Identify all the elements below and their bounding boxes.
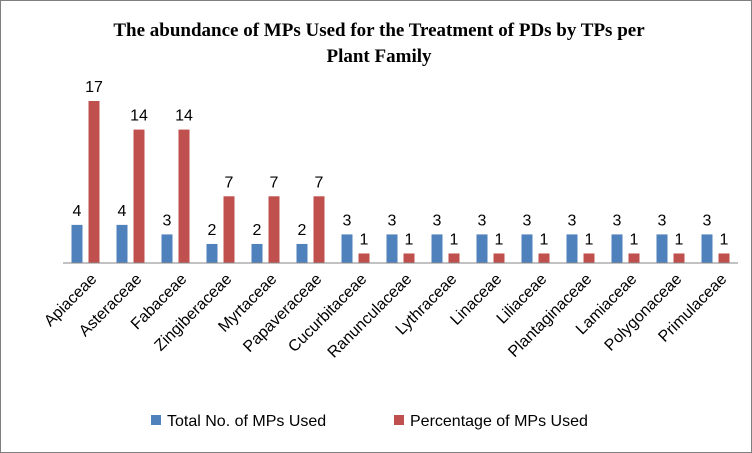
bar-percentage-of-mps-used-papaveraceae	[313, 196, 325, 263]
data-label-percentage-of-mps-used-asteraceae: 14	[130, 108, 148, 125]
data-label-percentage-of-mps-used-lamiaceae: 1	[630, 231, 639, 248]
data-label-percentage-of-mps-used-liliaceae: 1	[540, 231, 549, 248]
data-label-total-no-of-mps-used-liliaceae: 3	[523, 212, 532, 229]
bar-total-no-of-mps-used-fabaceae	[161, 234, 173, 263]
bar-total-no-of-mps-used-linaceae	[476, 234, 488, 263]
category-label-plantaginaceae: Plantaginaceae	[505, 271, 595, 361]
bar-total-no-of-mps-used-zingiberaceae	[206, 243, 218, 263]
bar-total-no-of-mps-used-apiaceae	[71, 224, 83, 263]
data-label-percentage-of-mps-used-plantaginaceae: 1	[585, 231, 594, 248]
data-label-total-no-of-mps-used-papaveraceae: 2	[298, 222, 307, 239]
category-label-cucurbitaceae: Cucurbitaceae	[285, 271, 370, 356]
data-label-total-no-of-mps-used-apiaceae: 4	[73, 203, 82, 220]
data-label-total-no-of-mps-used-lamiaceae: 3	[613, 212, 622, 229]
category-label-polygonaceae: Polygonaceae	[602, 271, 686, 355]
chart-title-line-2: Plant Family	[326, 46, 432, 67]
bar-percentage-of-mps-used-cucurbitaceae	[358, 253, 370, 263]
bar-total-no-of-mps-used-plantaginaceae	[566, 234, 578, 263]
data-label-percentage-of-mps-used-polygonaceae: 1	[675, 231, 684, 248]
legend-label-percentage-of-mps-used: Percentage of MPs Used	[410, 413, 588, 430]
bar-percentage-of-mps-used-polygonaceae	[673, 253, 685, 263]
data-label-percentage-of-mps-used-lythraceae: 1	[450, 231, 459, 248]
data-label-total-no-of-mps-used-myrtaceae: 2	[253, 222, 262, 239]
bar-total-no-of-mps-used-polygonaceae	[656, 234, 668, 263]
chart-title-line-1: The abundance of MPs Used for the Treatm…	[113, 20, 645, 41]
data-label-total-no-of-mps-used-lythraceae: 3	[433, 212, 442, 229]
data-label-percentage-of-mps-used-myrtaceae: 7	[270, 174, 279, 191]
bar-percentage-of-mps-used-plantaginaceae	[583, 253, 595, 263]
bar-percentage-of-mps-used-primulaceae	[718, 253, 730, 263]
data-label-percentage-of-mps-used-ranunculaceae: 1	[405, 231, 414, 248]
data-label-total-no-of-mps-used-zingiberaceae: 2	[208, 222, 217, 239]
bar-percentage-of-mps-used-lamiaceae	[628, 253, 640, 263]
bar-percentage-of-mps-used-fabaceae	[178, 129, 190, 263]
bar-total-no-of-mps-used-liliaceae	[521, 234, 533, 263]
bar-percentage-of-mps-used-ranunculaceae	[403, 253, 415, 263]
category-labels-group: ApiaceaeAsteraceaeFabaceaeZingiberaceaeM…	[41, 271, 730, 362]
data-label-total-no-of-mps-used-cucurbitaceae: 3	[343, 212, 352, 229]
data-label-percentage-of-mps-used-fabaceae: 14	[175, 108, 193, 125]
bar-total-no-of-mps-used-lythraceae	[431, 234, 443, 263]
data-label-total-no-of-mps-used-fabaceae: 3	[163, 212, 172, 229]
legend-swatch-total-no-of-mps-used	[151, 415, 161, 425]
data-label-percentage-of-mps-used-cucurbitaceae: 1	[360, 231, 369, 248]
bar-percentage-of-mps-used-lythraceae	[448, 253, 460, 263]
bar-percentage-of-mps-used-myrtaceae	[268, 196, 280, 263]
data-label-total-no-of-mps-used-primulaceae: 3	[703, 212, 712, 229]
data-label-total-no-of-mps-used-asteraceae: 4	[118, 203, 127, 220]
bar-percentage-of-mps-used-zingiberaceae	[223, 196, 235, 263]
bar-total-no-of-mps-used-papaveraceae	[296, 243, 308, 263]
data-label-total-no-of-mps-used-plantaginaceae: 3	[568, 212, 577, 229]
legend-swatch-percentage-of-mps-used	[394, 415, 404, 425]
data-label-total-no-of-mps-used-ranunculaceae: 3	[388, 212, 397, 229]
bar-total-no-of-mps-used-asteraceae	[116, 224, 128, 263]
bar-total-no-of-mps-used-ranunculaceae	[386, 234, 398, 263]
bar-percentage-of-mps-used-linaceae	[493, 253, 505, 263]
bar-total-no-of-mps-used-myrtaceae	[251, 243, 263, 263]
legend-label-total-no-of-mps-used: Total No. of MPs Used	[167, 413, 326, 430]
bar-total-no-of-mps-used-lamiaceae	[611, 234, 623, 263]
data-label-percentage-of-mps-used-linaceae: 1	[495, 231, 504, 248]
category-label-zingiberaceae: Zingiberaceae	[152, 271, 236, 355]
legend: Total No. of MPs Used Percentage of MPs U…	[151, 413, 588, 430]
data-label-percentage-of-mps-used-primulaceae: 1	[720, 231, 729, 248]
bar-total-no-of-mps-used-primulaceae	[701, 234, 713, 263]
data-label-percentage-of-mps-used-papaveraceae: 7	[315, 174, 324, 191]
data-label-total-no-of-mps-used-linaceae: 3	[478, 212, 487, 229]
bar-percentage-of-mps-used-asteraceae	[133, 129, 145, 263]
data-label-total-no-of-mps-used-polygonaceae: 3	[658, 212, 667, 229]
bar-percentage-of-mps-used-apiaceae	[88, 101, 100, 263]
category-label-papaveraceae: Papaveraceae	[240, 271, 325, 356]
bar-percentage-of-mps-used-liliaceae	[538, 253, 550, 263]
bar-total-no-of-mps-used-cucurbitaceae	[341, 234, 353, 263]
data-label-percentage-of-mps-used-zingiberaceae: 7	[225, 174, 234, 191]
data-label-percentage-of-mps-used-apiaceae: 17	[85, 79, 103, 96]
